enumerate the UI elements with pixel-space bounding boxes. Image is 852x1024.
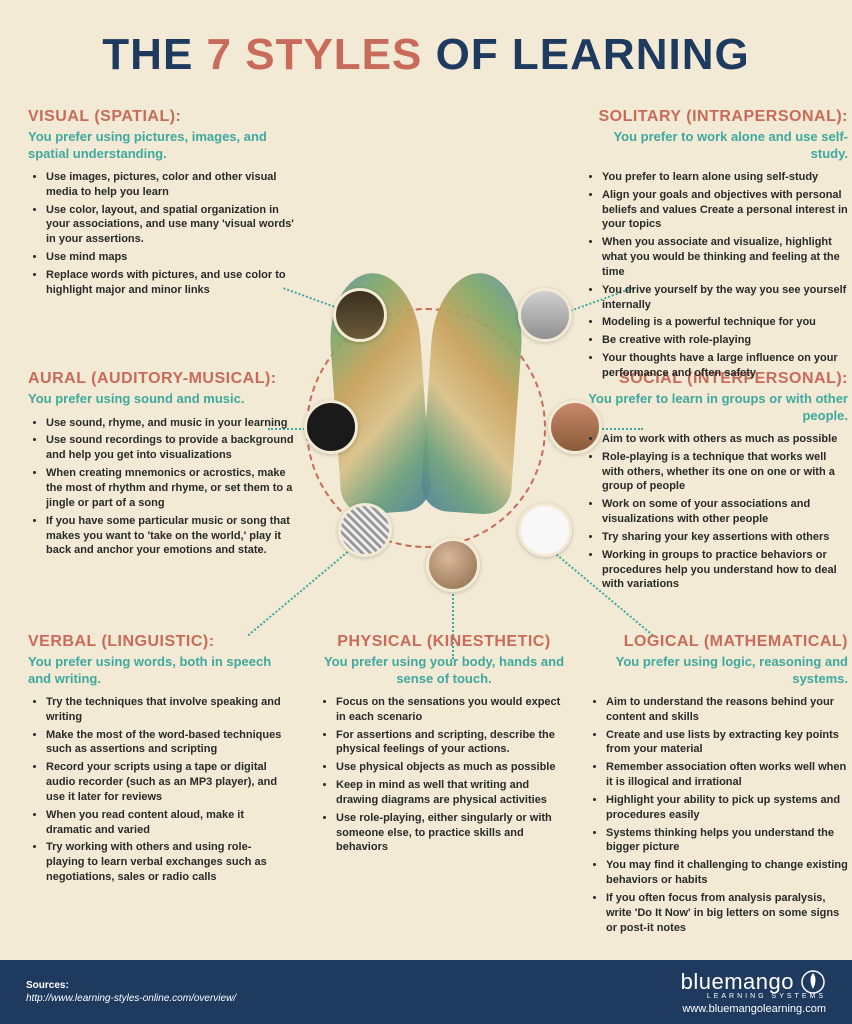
footer-bar: Sources: http://www.learning-styles-onli… — [0, 960, 852, 1024]
section-physical: PHYSICAL (KINESTHETIC) You prefer using … — [318, 633, 570, 858]
section-subtitle: You prefer using sound and music. — [28, 391, 300, 407]
content-grid: VISUAL (SPATIAL): You prefer using pictu… — [28, 108, 824, 948]
bullet-item: Work on some of your associations and vi… — [602, 497, 848, 527]
bullet-item: When you associate and visualize, highli… — [602, 235, 848, 280]
bullet-item: When creating mnemonics or acrostics, ma… — [46, 466, 300, 511]
bullet-item: Be creative with role-playing — [602, 333, 848, 348]
section-heading: PHYSICAL (KINESTHETIC) — [318, 633, 570, 651]
bullet-list: Aim to work with others as much as possi… — [584, 432, 848, 592]
bullet-item: Focus on the sensations you would expect… — [336, 695, 570, 725]
bullet-item: Try sharing your key assertions with oth… — [602, 530, 848, 545]
physical-icon — [426, 538, 480, 592]
verbal-icon — [338, 503, 392, 557]
bullet-item: Align your goals and objectives with per… — [602, 188, 848, 233]
solitary-icon — [518, 288, 572, 342]
section-heading: LOGICAL (MATHEMATICAL) — [588, 633, 848, 651]
bullet-item: Create and use lists by extracting key p… — [606, 728, 848, 758]
section-solitary: SOLITARY (INTRAPERSONAL): You prefer to … — [584, 108, 848, 384]
brand-logo: bluemango — [681, 969, 826, 995]
bullet-item: Use mind maps — [46, 250, 296, 265]
brand-block: bluemango LEARNING SYSTEMS www.bluemango… — [681, 969, 826, 1015]
bullet-list: Aim to understand the reasons behind you… — [588, 695, 848, 936]
bullet-item: Use images, pictures, color and other vi… — [46, 170, 296, 200]
bullet-item: Use role-playing, either singularly or w… — [336, 811, 570, 856]
bullet-item: If you often focus from analysis paralys… — [606, 891, 848, 936]
main-background: THE 7 STYLES OF LEARNING — [0, 0, 852, 960]
mango-leaf-icon — [800, 969, 826, 995]
sources-url: http://www.learning-styles-online.com/ov… — [26, 993, 236, 1004]
section-heading: AURAL (AUDITORY-MUSICAL): — [28, 370, 300, 388]
aural-icon — [304, 400, 358, 454]
logical-icon — [518, 503, 572, 557]
brand-url: www.bluemangolearning.com — [681, 1003, 826, 1015]
visual-icon — [333, 288, 387, 342]
bullet-list: Focus on the sensations you would expect… — [318, 695, 570, 855]
bullet-item: If you have some particular music or son… — [46, 514, 300, 559]
bullet-item: Record your scripts using a tape or digi… — [46, 760, 288, 805]
bullet-item: Try working with others and using role-p… — [46, 840, 288, 885]
section-heading: SOLITARY (INTRAPERSONAL): — [584, 108, 848, 126]
section-subtitle: You prefer using your body, hands and se… — [318, 654, 570, 687]
section-aural: AURAL (AUDITORY-MUSICAL): You prefer usi… — [28, 370, 300, 561]
bullet-item: Your thoughts have a large influence on … — [602, 351, 848, 381]
bullet-item: Working in groups to practice behaviors … — [602, 548, 848, 593]
bullet-item: Systems thinking helps you understand th… — [606, 826, 848, 856]
sources-label: Sources: — [26, 979, 236, 993]
section-logical: LOGICAL (MATHEMATICAL) You prefer using … — [588, 633, 848, 939]
bullet-item: Use color, layout, and spatial organizat… — [46, 203, 296, 248]
sources-block: Sources: http://www.learning-styles-onli… — [26, 979, 236, 1006]
section-subtitle: You prefer using pictures, images, and s… — [28, 129, 296, 162]
bullet-item: You prefer to learn alone using self-stu… — [602, 170, 848, 185]
bullet-item: You drive yourself by the way you see yo… — [602, 283, 848, 313]
page-title: THE 7 STYLES OF LEARNING — [28, 30, 824, 80]
bullet-item: Use physical objects as much as possible — [336, 760, 570, 775]
bullet-list: You prefer to learn alone using self-stu… — [584, 170, 848, 381]
title-part-3: OF LEARNING — [422, 30, 749, 79]
section-verbal: VERBAL (LINGUISTIC): You prefer using wo… — [28, 633, 288, 888]
section-heading: VERBAL (LINGUISTIC): — [28, 633, 288, 651]
bullet-list: Use sound, rhyme, and music in your lear… — [28, 416, 300, 559]
section-subtitle: You prefer to learn in groups or with ot… — [584, 391, 848, 424]
brand-name: bluemango — [681, 969, 794, 995]
bullet-list: Try the techniques that involve speaking… — [28, 695, 288, 885]
bullet-item: Aim to understand the reasons behind you… — [606, 695, 848, 725]
section-subtitle: You prefer using words, both in speech a… — [28, 654, 288, 687]
bullet-item: Replace words with pictures, and use col… — [46, 268, 296, 298]
bullet-item: Modeling is a powerful technique for you — [602, 315, 848, 330]
section-social: SOCIAL (INTERPERSONAL): You prefer to le… — [584, 370, 848, 595]
bullet-item: Try the techniques that involve speaking… — [46, 695, 288, 725]
bullet-item: Keep in mind as well that writing and dr… — [336, 778, 570, 808]
bullet-item: Role-playing is a technique that works w… — [602, 450, 848, 495]
right-hand-icon — [420, 270, 527, 516]
bullet-item: Make the most of the word-based techniqu… — [46, 728, 288, 758]
title-part-2: 7 STYLES — [207, 30, 423, 79]
section-visual: VISUAL (SPATIAL): You prefer using pictu… — [28, 108, 296, 301]
section-subtitle: You prefer to work alone and use self-st… — [584, 129, 848, 162]
bullet-item: Remember association often works well wh… — [606, 760, 848, 790]
bullet-item: When you read content aloud, make it dra… — [46, 808, 288, 838]
bullet-item: Use sound, rhyme, and music in your lear… — [46, 416, 300, 431]
section-heading: VISUAL (SPATIAL): — [28, 108, 296, 126]
infographic-page: THE 7 STYLES OF LEARNING — [0, 0, 852, 1024]
bullet-list: Use images, pictures, color and other vi… — [28, 170, 296, 298]
bullet-item: For assertions and scripting, describe t… — [336, 728, 570, 758]
title-part-1: THE — [102, 30, 206, 79]
section-subtitle: You prefer using logic, reasoning and sy… — [588, 654, 848, 687]
bullet-item: Highlight your ability to pick up system… — [606, 793, 848, 823]
bullet-item: Use sound recordings to provide a backgr… — [46, 433, 300, 463]
bullet-item: Aim to work with others as much as possi… — [602, 432, 848, 447]
bullet-item: You may find it challenging to change ex… — [606, 858, 848, 888]
